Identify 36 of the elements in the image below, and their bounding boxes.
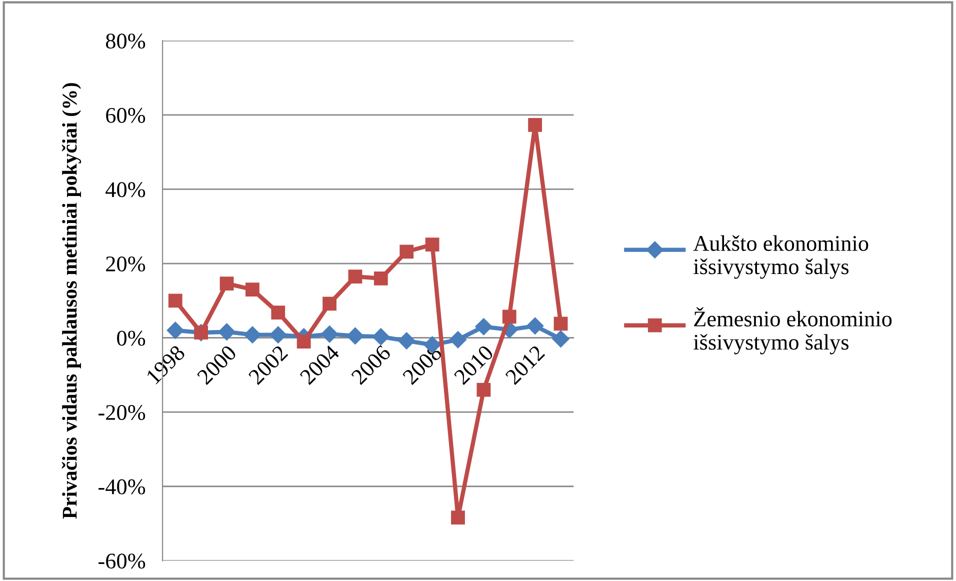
y-tick-label: -20%	[98, 405, 146, 420]
point	[398, 332, 416, 350]
point	[552, 330, 570, 348]
point	[554, 316, 568, 331]
point	[449, 331, 467, 348]
point	[372, 328, 390, 346]
point	[244, 326, 261, 344]
point	[168, 294, 182, 308]
point	[322, 296, 336, 311]
point	[475, 318, 492, 336]
legend-label: Aukšto ekonominio išsivystymo šalys	[693, 235, 868, 279]
point	[400, 244, 414, 259]
point	[346, 327, 364, 345]
point	[220, 276, 234, 291]
point	[246, 282, 260, 296]
point	[502, 310, 516, 324]
y-tick-label: -60%	[98, 554, 146, 569]
y-tick-label: -40%	[98, 479, 146, 494]
y-tick-label: 20%	[106, 256, 146, 272]
point	[320, 326, 338, 343]
point	[528, 118, 542, 132]
y-axis-title: Privačios vidaus paklausos metiniai pokyčiai (%)	[62, 83, 82, 519]
y-tick-label: 0%	[117, 330, 146, 346]
point	[166, 322, 184, 339]
point	[425, 238, 440, 252]
point	[348, 270, 362, 284]
point	[271, 306, 286, 320]
point	[218, 323, 236, 340]
y-tick-label: 40%	[106, 182, 146, 198]
y-tick-label: 60%	[106, 108, 146, 123]
point	[270, 326, 287, 344]
point	[374, 271, 388, 286]
point	[451, 510, 465, 525]
legend-label: Žemesnio ekonominio išsivystymo šalys	[694, 307, 892, 354]
y-tick-label: 80%	[106, 34, 146, 49]
point	[526, 317, 544, 334]
